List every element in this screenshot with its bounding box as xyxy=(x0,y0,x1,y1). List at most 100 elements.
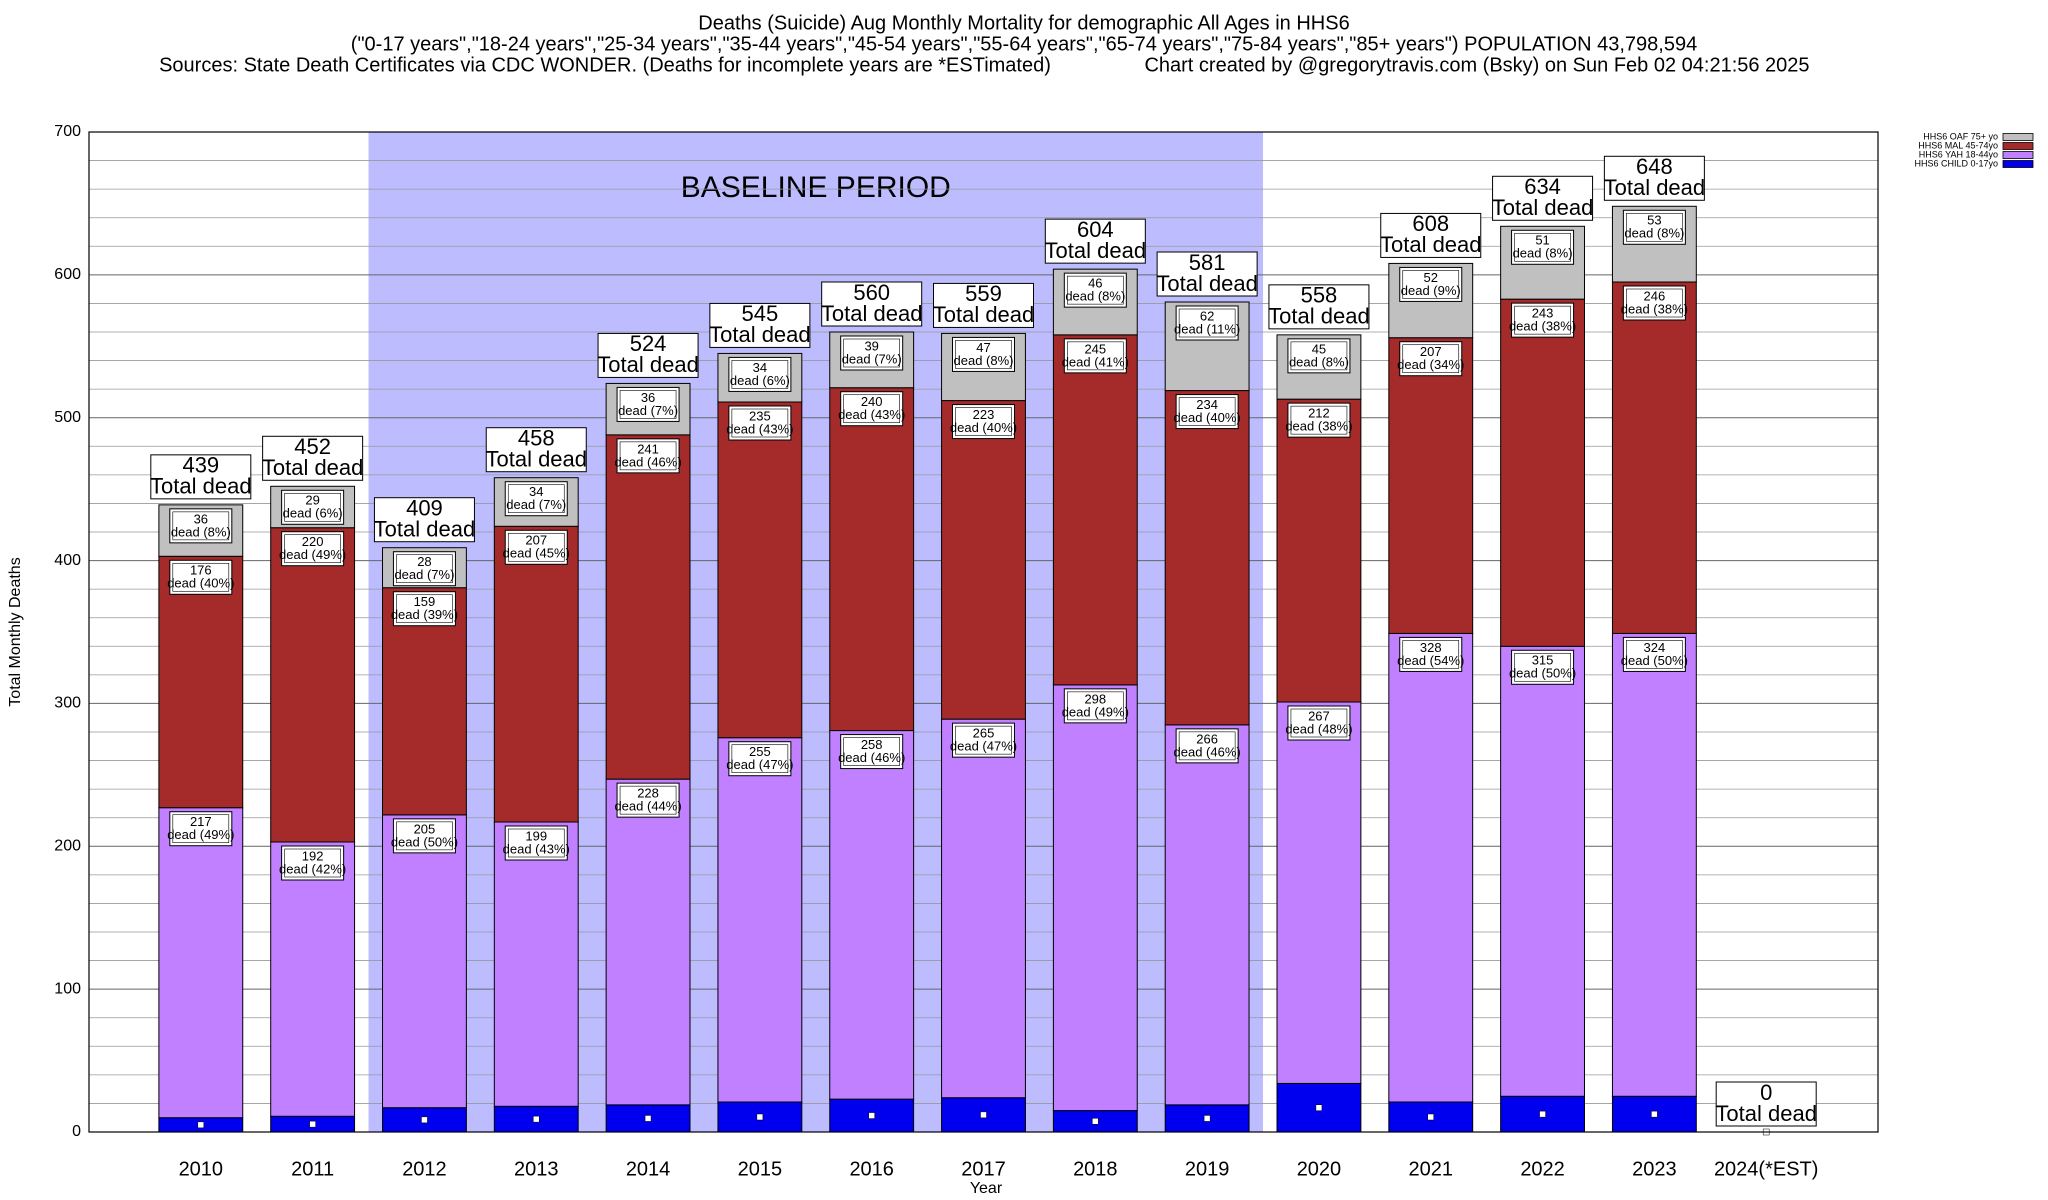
value-label-text: dead (8%) xyxy=(1065,289,1125,304)
value-label: 51 xyxy=(1535,233,1549,248)
bar-segment xyxy=(829,730,915,1100)
total-label-value: 558 xyxy=(1301,283,1338,308)
value-label-box-inner xyxy=(1514,652,1571,682)
value-label-box-inner xyxy=(172,562,230,592)
total-label-box xyxy=(485,427,587,473)
value-label-text: dead (47%) xyxy=(726,757,793,772)
child-marker xyxy=(197,1121,205,1129)
value-label: 298 xyxy=(1084,691,1106,706)
value-label-box xyxy=(840,734,904,770)
legend-swatch xyxy=(2002,151,2034,159)
total-label-box xyxy=(1156,251,1258,297)
total-label-box xyxy=(709,302,811,348)
value-label-box xyxy=(728,405,792,441)
value-label-box xyxy=(1622,636,1686,672)
y-tick-label: 100 xyxy=(54,980,81,997)
value-label: 176 xyxy=(190,563,212,578)
value-label-text: dead (49%) xyxy=(1062,704,1129,719)
value-label: 207 xyxy=(1420,344,1442,359)
total-label-box xyxy=(373,497,475,543)
value-label-box xyxy=(1622,209,1686,245)
value-label-box-inner xyxy=(1626,288,1683,318)
total-label-value: 439 xyxy=(182,453,219,478)
value-label-box-inner xyxy=(396,821,453,851)
value-label-box-inner xyxy=(955,407,1012,436)
bar-segment xyxy=(605,434,691,780)
legend-label: HHS6 OAF 75+ yo xyxy=(1923,131,1998,141)
value-label-box xyxy=(840,335,904,371)
value-label: 315 xyxy=(1532,653,1554,668)
value-label-text: dead (54%) xyxy=(1397,653,1464,668)
value-label-box xyxy=(1175,305,1239,341)
value-label-text: dead (8%) xyxy=(1624,226,1684,241)
y-tick-label: 0 xyxy=(72,1123,81,1140)
value-label-box xyxy=(952,722,1015,758)
value-label: 235 xyxy=(749,408,771,423)
child-marker xyxy=(1092,1118,1099,1125)
value-label-text: dead (7%) xyxy=(394,567,454,582)
x-tick-label: 2022 xyxy=(1520,1158,1565,1180)
value-label: 241 xyxy=(637,441,659,456)
bar-segment xyxy=(1388,337,1474,634)
value-label-text: dead (40%) xyxy=(950,420,1017,435)
value-label: 267 xyxy=(1308,708,1330,723)
child-marker xyxy=(980,1111,987,1119)
value-label-box xyxy=(616,386,680,422)
value-label-box xyxy=(952,404,1015,440)
bar-segment xyxy=(1611,281,1697,634)
chart-title: Deaths (Suicide) Aug Monthly Mortality f… xyxy=(698,12,1349,34)
bar-segment xyxy=(829,387,915,732)
value-label: 207 xyxy=(525,533,547,548)
total-label-text: Total dead xyxy=(262,455,364,480)
value-label-box-inner xyxy=(284,492,341,522)
value-label-box xyxy=(1175,394,1239,430)
child-marker xyxy=(1427,1113,1434,1121)
value-label-box-inner xyxy=(731,408,789,438)
total-label-text: Total dead xyxy=(150,474,252,499)
value-label-box-inner xyxy=(843,394,900,424)
total-label-value: 604 xyxy=(1077,217,1114,242)
value-label-box xyxy=(392,818,456,854)
value-label-box-inner xyxy=(396,554,453,584)
value-label: 36 xyxy=(194,511,208,526)
value-label-box xyxy=(169,559,233,595)
value-label-box xyxy=(1511,229,1575,265)
value-label-box xyxy=(281,845,345,881)
x-tick-label: 2013 xyxy=(514,1158,559,1180)
value-label-text: dead (44%) xyxy=(614,799,681,814)
x-tick-label: 2014 xyxy=(626,1158,671,1180)
total-label-value: 560 xyxy=(853,280,890,305)
value-label: 52 xyxy=(1424,270,1438,285)
value-label-box-inner xyxy=(284,848,341,878)
bar-segment xyxy=(493,821,579,1107)
bar-segment xyxy=(1276,398,1362,703)
value-label-box-inner xyxy=(1626,212,1683,242)
value-label-text: dead (34%) xyxy=(1397,357,1464,372)
legend-label: HHS6 CHILD 0-17yo xyxy=(1914,158,1998,168)
chart-subtitle: ("0-17 years","18-24 years","25-34 years… xyxy=(351,33,1697,55)
value-label-box xyxy=(616,438,680,474)
total-label-value: 409 xyxy=(406,496,443,521)
value-label-box-inner xyxy=(396,594,453,624)
value-label-text: dead (7%) xyxy=(618,403,678,418)
x-tick-label: 2015 xyxy=(738,1158,783,1180)
bar-segment xyxy=(1388,632,1474,1103)
value-label: 159 xyxy=(414,594,436,609)
value-label-box-inner xyxy=(1067,275,1124,305)
total-label-box xyxy=(262,435,364,481)
total-label-box xyxy=(597,332,699,378)
value-label-text: dead (48%) xyxy=(1285,721,1352,736)
value-label-box xyxy=(504,825,568,861)
total-label-box xyxy=(1715,1081,1817,1127)
value-label-box xyxy=(1399,266,1463,302)
legend-swatch xyxy=(2002,133,2034,141)
value-label-box xyxy=(1063,272,1127,308)
value-label: 246 xyxy=(1644,288,1666,303)
value-label-text: dead (40%) xyxy=(1174,410,1241,425)
value-label-text: dead (47%) xyxy=(950,739,1017,754)
bar-segment xyxy=(1276,701,1362,1084)
value-label-box-inner xyxy=(1402,344,1460,374)
total-label-value: 458 xyxy=(518,426,555,451)
value-label-box-inner xyxy=(172,814,230,844)
bar-segment xyxy=(1052,684,1138,1112)
